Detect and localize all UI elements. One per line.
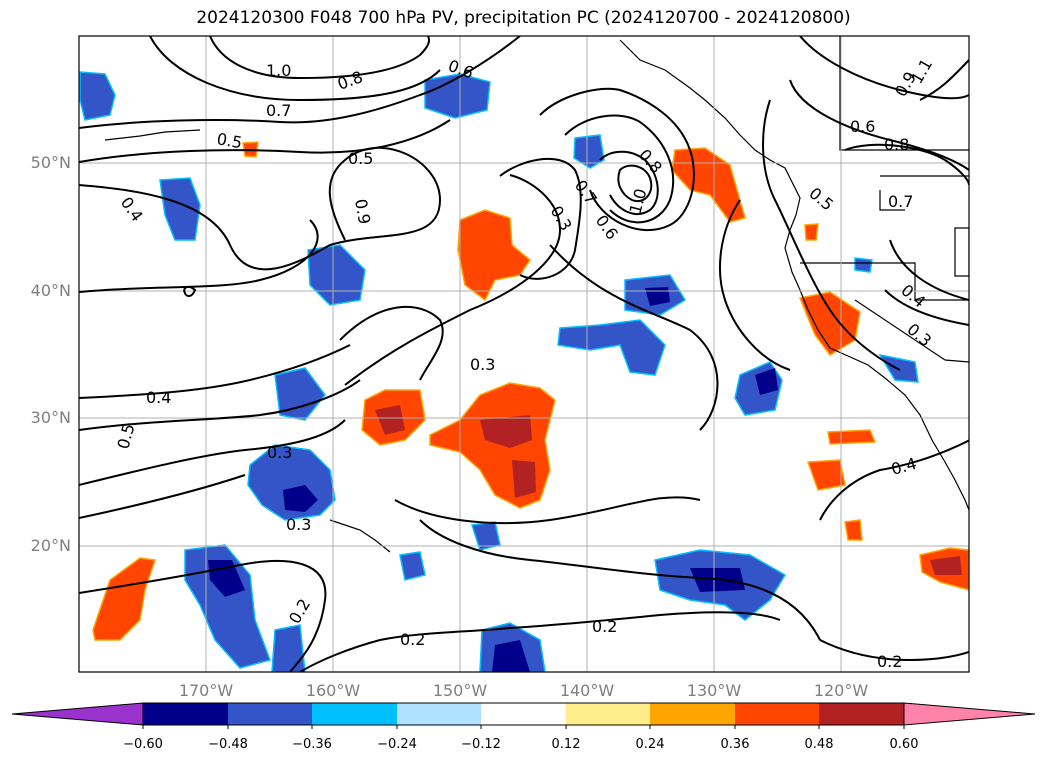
colorbar-low-extend — [11, 702, 144, 726]
colorbar-tick-label: −0.48 — [208, 737, 248, 752]
lon-label-160w: 160°W — [305, 681, 361, 700]
colorbar-border — [142, 702, 905, 726]
lon-label-130w: 130°W — [686, 681, 742, 700]
contour-label: 0.4 — [146, 388, 171, 407]
lon-label-150w: 150°W — [432, 681, 488, 700]
map-frame-border — [78, 35, 970, 673]
coastlines — [104, 36, 969, 553]
colorbar-tick-label: 0.24 — [635, 737, 665, 752]
contour-label: 0.2 — [400, 630, 425, 649]
lon-label-120w: 120°W — [813, 681, 869, 700]
lat-label-40n: 40°N — [30, 281, 71, 300]
colorbar-tick-label: −0.36 — [292, 737, 332, 752]
map-title: 2024120300 F048 700 hPa PV, precipitatio… — [196, 8, 851, 28]
lat-label-30n: 30°N — [30, 408, 71, 427]
contour-label: 0.9 — [351, 197, 374, 225]
colorbar-tick-label: 0.36 — [720, 737, 750, 752]
colorbar-tick-label: −0.24 — [377, 737, 417, 752]
colorbar-tick-label: −0.12 — [461, 737, 501, 752]
contour-label: 1.0 — [266, 61, 291, 80]
positive-anomaly-regions — [92, 141, 969, 641]
contour-label: 0.5 — [215, 129, 243, 152]
colorbar — [11, 702, 1036, 729]
contour-label: 0.2 — [592, 617, 617, 636]
contour-label: 0.3 — [267, 443, 292, 462]
lon-label-170w: 170°W — [178, 681, 234, 700]
contour-label: 0.5 — [348, 149, 373, 168]
contour-label: 0.2 — [877, 652, 902, 671]
precip-shading — [79, 71, 969, 672]
lat-label-20n: 20°N — [30, 536, 71, 555]
colorbar-tick-label: 0.12 — [551, 737, 581, 752]
lat-label-50n: 50°N — [30, 153, 71, 172]
colorbar-high-extend — [903, 702, 1036, 726]
colorbar-tick-label: 0.48 — [804, 737, 834, 752]
contour-label: 0.7 — [888, 192, 913, 211]
pv-contours — [79, 36, 969, 672]
colorbar-tick-label: −0.60 — [123, 737, 163, 752]
contour-label: 0.3 — [470, 355, 495, 374]
contour-label: 0.6 — [850, 117, 875, 136]
contour-label: 0.3 — [286, 515, 311, 534]
lon-label-140w: 140°W — [559, 681, 615, 700]
negative-anomaly-regions — [79, 71, 919, 672]
contour-label: 0.8 — [884, 135, 909, 154]
colorbar-tick-label: 0.60 — [889, 737, 919, 752]
contour-label: 0.7 — [266, 101, 291, 120]
